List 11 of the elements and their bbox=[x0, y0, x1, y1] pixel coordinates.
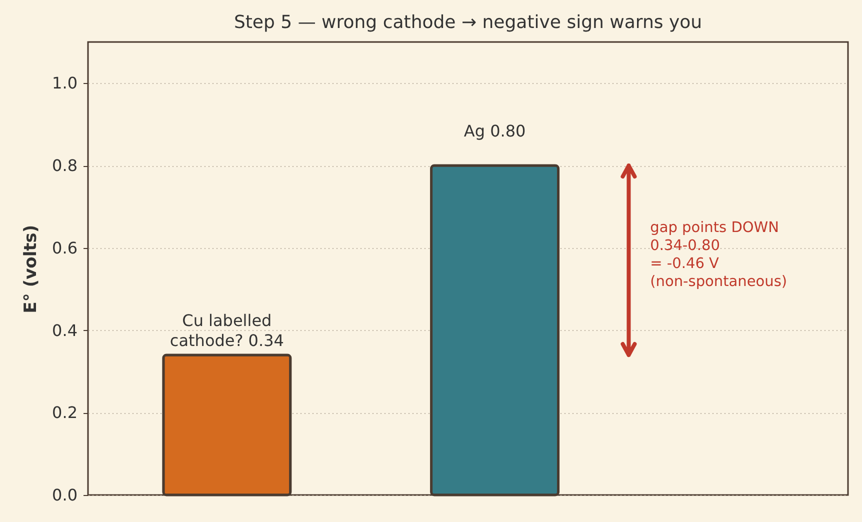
y-tick-label: 1.0 bbox=[52, 74, 78, 93]
y-tick-label: 0.6 bbox=[52, 238, 78, 258]
data-label: Ag 0.80 bbox=[464, 122, 526, 141]
y-tick-label: 0.4 bbox=[52, 320, 78, 340]
chart-title: Step 5 — wrong cathode → negative sign warns you bbox=[234, 12, 702, 33]
y-axis-title: E° (volts) bbox=[21, 224, 42, 314]
data-label: Cu labelled cathode? 0.34 bbox=[170, 310, 284, 350]
annotation: gap points DOWN 0.34-0.80 = -0.46 V (non-spontaneous) bbox=[650, 220, 788, 290]
y-tick-label: 0.2 bbox=[52, 403, 78, 422]
y-tick-label: 0.0 bbox=[52, 486, 78, 504]
y-tick-label: 0.8 bbox=[52, 156, 78, 176]
